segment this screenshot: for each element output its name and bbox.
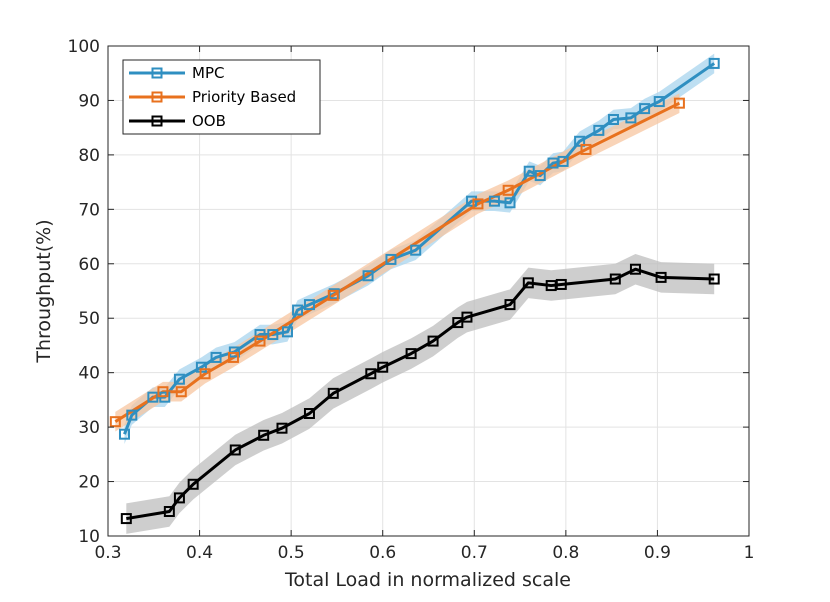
oob-point — [427, 335, 439, 347]
y-tick-label: 100 — [68, 37, 100, 57]
legend-label-priority-based: Priority Based — [192, 88, 296, 106]
x-tick-labels: 0.3 0.4 0.5 0.6 0.7 0.8 0.9 1 — [94, 543, 754, 563]
y-axis-label: Throughput(%) — [33, 219, 55, 363]
mpc-point — [534, 170, 546, 182]
mpc-point — [504, 197, 516, 209]
oob-point — [545, 280, 557, 292]
mpc-point — [267, 329, 279, 341]
legend-label-mpc: MPC — [192, 64, 224, 82]
y-tick-label: 30 — [78, 418, 100, 438]
y-tick-label: 20 — [78, 473, 100, 493]
x-tick-label: 0.6 — [369, 543, 396, 563]
oob-point — [187, 478, 199, 490]
mpc-point — [708, 57, 720, 69]
priority-based-point — [254, 335, 266, 347]
mpc-point — [547, 157, 559, 169]
oob-point — [327, 387, 339, 399]
x-tick-label: 0.7 — [461, 543, 488, 563]
oob-point — [365, 368, 377, 380]
priority-based-point — [157, 386, 169, 398]
oob-line — [126, 267, 715, 521]
oob-band — [126, 253, 715, 534]
y-tick-label: 80 — [78, 146, 100, 166]
mpc-point — [147, 391, 159, 403]
oob-point — [461, 311, 473, 323]
mpc-point — [292, 304, 304, 316]
axis-ticks — [107, 45, 750, 537]
mpc-point — [126, 409, 138, 421]
oob-point — [504, 299, 516, 311]
oob-point — [163, 506, 175, 517]
priority-based-point — [580, 143, 592, 155]
legend-label-oob: OOB — [192, 112, 226, 130]
oob-point — [708, 273, 720, 285]
y-tick-label: 40 — [78, 364, 100, 384]
oob-point — [173, 492, 185, 504]
mpc-point — [362, 270, 374, 282]
mpc-point — [574, 135, 586, 147]
oob-point — [405, 348, 417, 360]
y-tick-label: 90 — [78, 91, 100, 111]
priority-based-point — [109, 416, 121, 428]
legend: MPC Priority Based OOB — [122, 59, 321, 135]
mpc-point — [593, 124, 605, 136]
mpc-point — [410, 244, 422, 256]
mpc-point — [173, 373, 185, 385]
legend-entries: MPC Priority Based OOB — [129, 64, 296, 130]
oob-point — [229, 444, 241, 456]
oob-point — [258, 429, 270, 441]
mpc-point — [303, 299, 315, 311]
oob-point — [276, 422, 288, 434]
oob-point — [522, 277, 534, 289]
priority-based-band — [115, 93, 680, 432]
mpc-point — [523, 165, 535, 177]
mpc-point — [210, 351, 222, 363]
mpc-point — [254, 329, 266, 341]
mpc-point — [607, 114, 619, 125]
y-tick-label: 10 — [78, 527, 100, 547]
oob-point — [609, 273, 621, 285]
series-markers — [109, 57, 720, 525]
x-tick-label: 1 — [744, 543, 755, 563]
legend-marker-mpc — [151, 67, 163, 79]
x-axis-label: Total Load in normalized scale — [284, 569, 571, 591]
priority-based-point — [472, 198, 484, 210]
mpc-point — [281, 326, 293, 338]
x-tick-label: 0.5 — [278, 543, 305, 563]
oob-point — [303, 408, 315, 419]
oob-point — [629, 263, 641, 275]
mpc-point — [625, 112, 637, 124]
priority-based-point — [199, 368, 211, 380]
legend-marker-oob — [151, 115, 163, 127]
x-tick-label: 0.9 — [644, 543, 671, 563]
y-tick-labels: 10 20 30 40 50 60 70 80 90 100 — [68, 37, 100, 547]
mpc-point — [385, 253, 397, 265]
priority-based-point — [502, 184, 514, 196]
oob-point — [555, 278, 567, 290]
plot-frame — [107, 45, 750, 537]
oob-point — [655, 271, 667, 283]
x-tick-label: 0.3 — [94, 543, 121, 563]
oob-point — [120, 513, 132, 525]
priority-based-point — [227, 351, 239, 363]
mpc-point — [466, 195, 478, 207]
priority-based-point — [327, 289, 339, 301]
priority-based-point — [673, 97, 685, 109]
priority-based-point — [175, 386, 187, 398]
x-tick-label: 0.8 — [552, 543, 579, 563]
oob-point — [377, 361, 389, 373]
mpc-point — [653, 96, 665, 108]
y-tick-label: 60 — [78, 255, 100, 275]
y-tick-label: 50 — [78, 309, 100, 329]
legend-marker-priority-based — [151, 91, 163, 103]
y-tick-label: 70 — [78, 200, 100, 220]
mpc-point — [639, 103, 651, 115]
x-tick-label: 0.4 — [186, 543, 213, 563]
mpc-point — [557, 155, 569, 167]
mpc-point — [118, 428, 130, 440]
mpc-point — [488, 195, 500, 207]
